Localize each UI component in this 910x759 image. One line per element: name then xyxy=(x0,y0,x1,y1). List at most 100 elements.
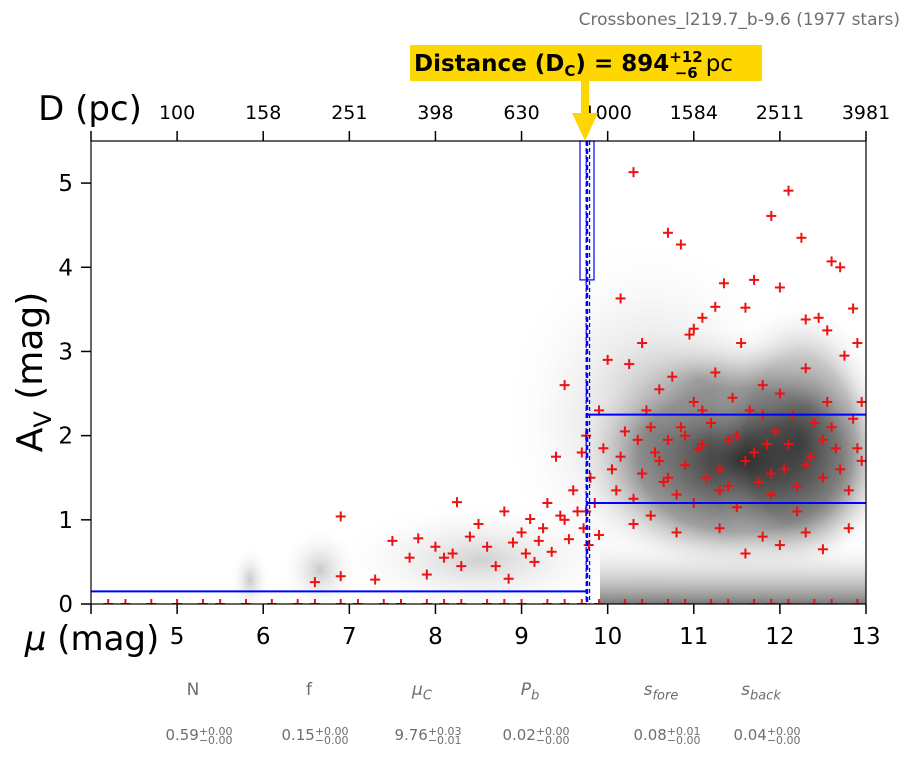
param-name: sback xyxy=(741,680,781,704)
star-marker xyxy=(439,552,450,563)
star-marker xyxy=(628,167,639,178)
star-marker xyxy=(766,599,777,604)
star-marker xyxy=(783,599,794,604)
star-marker xyxy=(645,422,656,433)
star-marker xyxy=(473,519,484,530)
star-marker xyxy=(516,527,527,538)
star-marker xyxy=(632,434,643,445)
star-marker xyxy=(852,599,863,604)
star-marker xyxy=(723,481,734,492)
top-tick-label: 100 xyxy=(159,102,195,124)
star-marker xyxy=(352,599,363,604)
star-marker xyxy=(680,599,691,604)
star-marker xyxy=(559,599,570,604)
star-marker xyxy=(835,262,846,273)
star-marker xyxy=(615,451,626,462)
star-marker xyxy=(792,481,803,492)
star-marker xyxy=(749,599,760,604)
star-marker xyxy=(120,599,131,604)
star-marker xyxy=(740,548,751,559)
star-marker xyxy=(826,422,837,433)
param-value: 0.59 +0.00 −0.00 xyxy=(165,724,233,747)
star-marker xyxy=(451,497,462,508)
top-axis-ticks: 100 158 251 398 630 1000 1584 2511 3981 xyxy=(90,102,890,141)
star-marker xyxy=(740,455,751,466)
param-value: 0.08 +0.01 −0.00 xyxy=(633,724,701,747)
star-marker xyxy=(710,367,721,378)
star-marker xyxy=(848,303,859,314)
star-marker xyxy=(680,460,691,471)
param-value: 0.04 +0.00 −0.00 xyxy=(733,724,801,747)
param-name: Pb xyxy=(520,680,540,704)
x-axis-ticks: 5 6 7 8 9 10 11 12 13 xyxy=(90,604,881,650)
star-marker xyxy=(146,599,157,604)
star-marker xyxy=(602,354,613,365)
star-marker xyxy=(675,239,686,250)
star-marker xyxy=(568,485,579,496)
star-marker xyxy=(637,599,648,604)
star-marker xyxy=(800,363,811,374)
star-marker xyxy=(266,599,277,604)
param-name: f xyxy=(306,680,312,700)
star-marker xyxy=(826,256,837,267)
param-name: sfore xyxy=(643,680,679,704)
star-marker xyxy=(594,599,605,604)
param-value: 0.15 +0.00 −0.00 xyxy=(281,724,349,747)
distance-arrow-head xyxy=(572,113,598,141)
star-marker xyxy=(809,418,820,429)
star-marker xyxy=(800,460,811,471)
param-name: N xyxy=(186,680,200,700)
star-marker xyxy=(559,514,570,525)
distance-arrow-shaft xyxy=(581,81,589,113)
star-marker xyxy=(714,523,725,534)
star-marker xyxy=(335,511,346,522)
star-marker xyxy=(817,472,828,483)
star-marker xyxy=(697,439,708,450)
star-marker xyxy=(727,392,738,403)
star-marker xyxy=(813,312,824,323)
star-marker xyxy=(335,571,346,582)
top-tick-label: 3981 xyxy=(842,102,890,124)
star-marker xyxy=(757,380,768,391)
star-marker xyxy=(718,278,729,289)
star-marker xyxy=(404,552,415,563)
chart-title: Crossbones_l219.7_b-9.6 (1977 stars) xyxy=(579,10,900,30)
x-tick-label: 11 xyxy=(679,624,708,650)
y-tick-label: 2 xyxy=(58,424,73,450)
star-marker xyxy=(749,447,760,458)
top-tick-label: 2511 xyxy=(756,102,804,124)
param-value: 0.02 +0.00 −0.00 xyxy=(502,724,570,747)
star-marker xyxy=(309,577,320,588)
x-tick-label: 12 xyxy=(765,624,794,650)
star-marker xyxy=(538,523,549,534)
star-marker xyxy=(103,599,114,604)
star-marker xyxy=(413,533,424,544)
star-marker xyxy=(671,527,682,538)
star-marker xyxy=(684,329,695,340)
star-marker xyxy=(456,599,467,604)
star-marker xyxy=(688,323,699,334)
star-marker xyxy=(852,338,863,349)
star-marker xyxy=(563,534,574,545)
star-marker xyxy=(667,371,678,382)
star-marker xyxy=(292,599,303,604)
top-axis-label: D (pc) xyxy=(38,89,142,129)
star-marker xyxy=(572,506,583,517)
star-marker xyxy=(624,359,635,370)
star-marker xyxy=(740,302,751,313)
star-marker xyxy=(766,468,777,479)
star-marker xyxy=(830,443,841,454)
star-marker xyxy=(770,426,781,437)
star-marker xyxy=(822,396,833,407)
star-marker xyxy=(792,506,803,517)
star-marker xyxy=(805,451,816,462)
star-marker xyxy=(706,418,716,429)
x-tick-label: 6 xyxy=(256,624,271,650)
star-marker xyxy=(723,599,734,604)
distance-annotation-box xyxy=(410,45,762,81)
star-marker xyxy=(499,506,510,517)
star-marker xyxy=(662,434,673,445)
star-marker xyxy=(387,535,398,546)
star-marker xyxy=(766,210,777,221)
top-tick-label: 630 xyxy=(503,102,539,124)
